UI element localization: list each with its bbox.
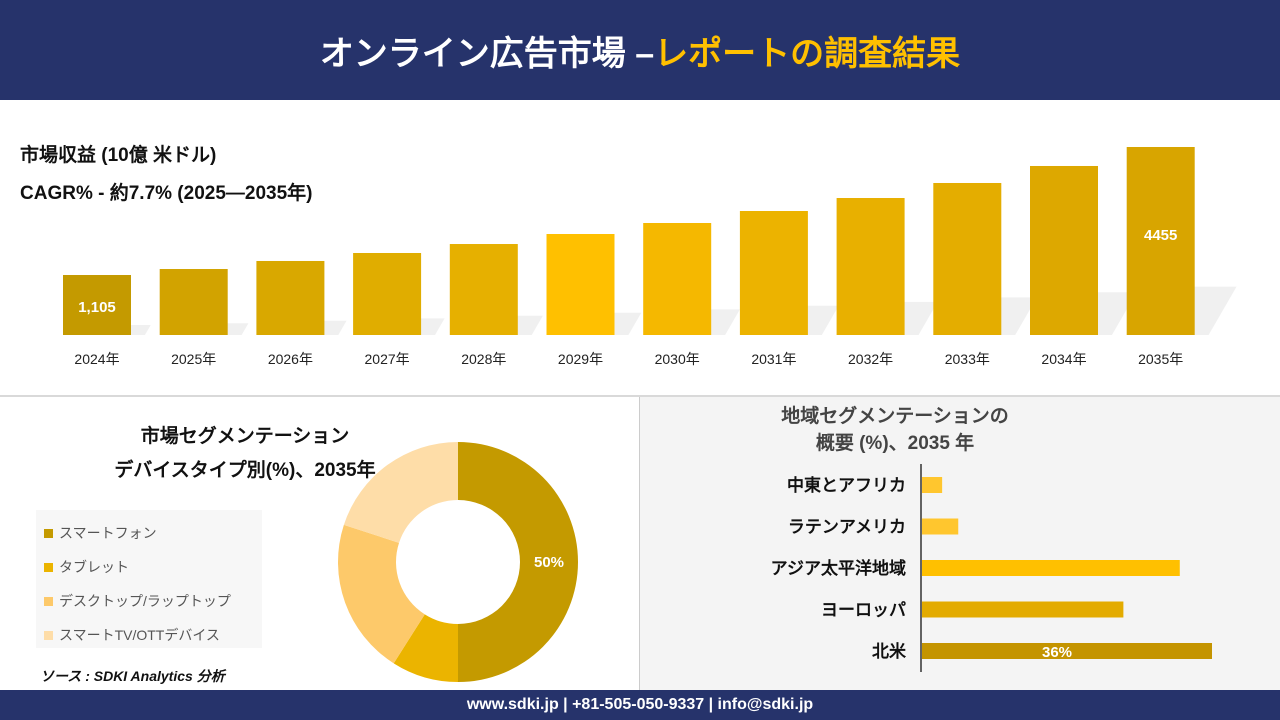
data-label: 36%	[1042, 644, 1072, 661]
segment-title: 市場セグメンテーション デバイスタイプ別(%)、2035年	[40, 420, 450, 488]
region-title: 地域セグメンテーションの 概要 (%)、2035 年	[700, 403, 1090, 457]
legend-label: スマートTV/OTTデバイス	[59, 627, 220, 643]
title-main: オンライン広告市場 –	[319, 34, 655, 73]
bar	[449, 244, 518, 335]
x-tick-label: 2024年	[74, 351, 119, 367]
bar	[353, 252, 422, 335]
data-label: 1,105	[78, 299, 116, 316]
legend-label: スマートフォン	[59, 525, 157, 541]
segment-title-line: 市場セグメンテーション	[140, 426, 350, 447]
bar	[739, 211, 808, 335]
segment-title-line: デバイスタイプ別(%)、2035年	[114, 460, 376, 481]
legend-swatch	[44, 528, 53, 538]
region-title-line: 概要 (%)、2035 年	[815, 433, 975, 454]
x-tick-label: 2034年	[1041, 351, 1086, 367]
cagr-text: CAGR% - 約7.7% (2025—2035年)	[20, 183, 313, 204]
bar	[159, 269, 228, 335]
category-label: 北米	[872, 641, 907, 661]
region-title-line: 地域セグメンテーションの	[781, 406, 1009, 427]
x-tick-label: 2032年	[848, 351, 893, 367]
source-note: ソース : SDKI Analytics 分析	[40, 668, 225, 684]
x-tick-label: 2026年	[268, 351, 313, 367]
revenue-title: 市場収益 (10億 米ドル)	[20, 145, 217, 166]
x-tick-label: 2031年	[751, 351, 796, 367]
bar	[922, 643, 1212, 659]
page-header: オンライン広告市場 – レポートの調査結果	[0, 0, 1280, 100]
donut-slice	[343, 442, 458, 543]
donut-legend: スマートフォン タブレット デスクトップ/ラップトップ スマートTV/OTTデバ…	[36, 510, 262, 648]
bar	[643, 223, 712, 335]
category-label: ラテンアメリカ	[788, 518, 906, 537]
region-panel	[640, 397, 1280, 690]
legend-swatch	[44, 630, 53, 640]
divider	[639, 397, 640, 690]
donut-slice	[393, 614, 458, 682]
bar	[922, 601, 1124, 618]
bar	[1126, 146, 1195, 335]
bar	[922, 477, 943, 493]
legend-label: デスクトップ/ラップトップ	[59, 593, 231, 609]
x-tick-label: 2030年	[655, 351, 700, 367]
bar	[63, 275, 131, 335]
data-label: 4455	[1144, 227, 1177, 244]
divider	[0, 395, 1280, 397]
x-tick-label: 2035年	[1138, 351, 1183, 367]
x-tick-label: 2029年	[558, 351, 603, 367]
x-tick-label: 2027年	[365, 351, 410, 367]
legend-item: スマートフォン	[44, 516, 254, 550]
legend-item: タブレット	[44, 550, 254, 584]
x-tick-label: 2028年	[461, 351, 506, 367]
bar	[256, 260, 325, 335]
legend-label: タブレット	[59, 559, 129, 575]
bar	[546, 234, 615, 335]
legend-item: デスクトップ/ラップトップ	[44, 584, 254, 618]
category-label: ヨーロッパ	[821, 601, 906, 620]
donut-slice	[458, 442, 578, 682]
device-donut-chart: 50%	[338, 442, 578, 682]
legend-swatch	[44, 562, 53, 572]
legend-swatch	[44, 596, 53, 606]
footer-contact: www.sdki.jp | +81-505-050-9337 | info@sd…	[0, 690, 1280, 720]
bar	[922, 518, 959, 535]
bar	[922, 560, 1180, 576]
category-label: 中東とアフリカ	[787, 475, 906, 495]
donut-slice	[338, 524, 425, 664]
x-tick-label: 2025年	[171, 351, 216, 367]
bar	[933, 182, 1002, 335]
x-tick-label: 2033年	[945, 351, 990, 367]
revenue-bar-chart: 2024年 1,105 2025年 2026年 2027年 2028年 2029年 2030年…	[63, 146, 1237, 367]
bar	[1030, 165, 1098, 335]
title-accent: レポートの調査結果	[654, 34, 961, 73]
category-label: アジア太平洋地域	[771, 558, 906, 578]
legend-item: スマートTV/OTTデバイス	[44, 618, 254, 652]
data-label: 50%	[534, 554, 564, 571]
bar	[836, 198, 905, 335]
